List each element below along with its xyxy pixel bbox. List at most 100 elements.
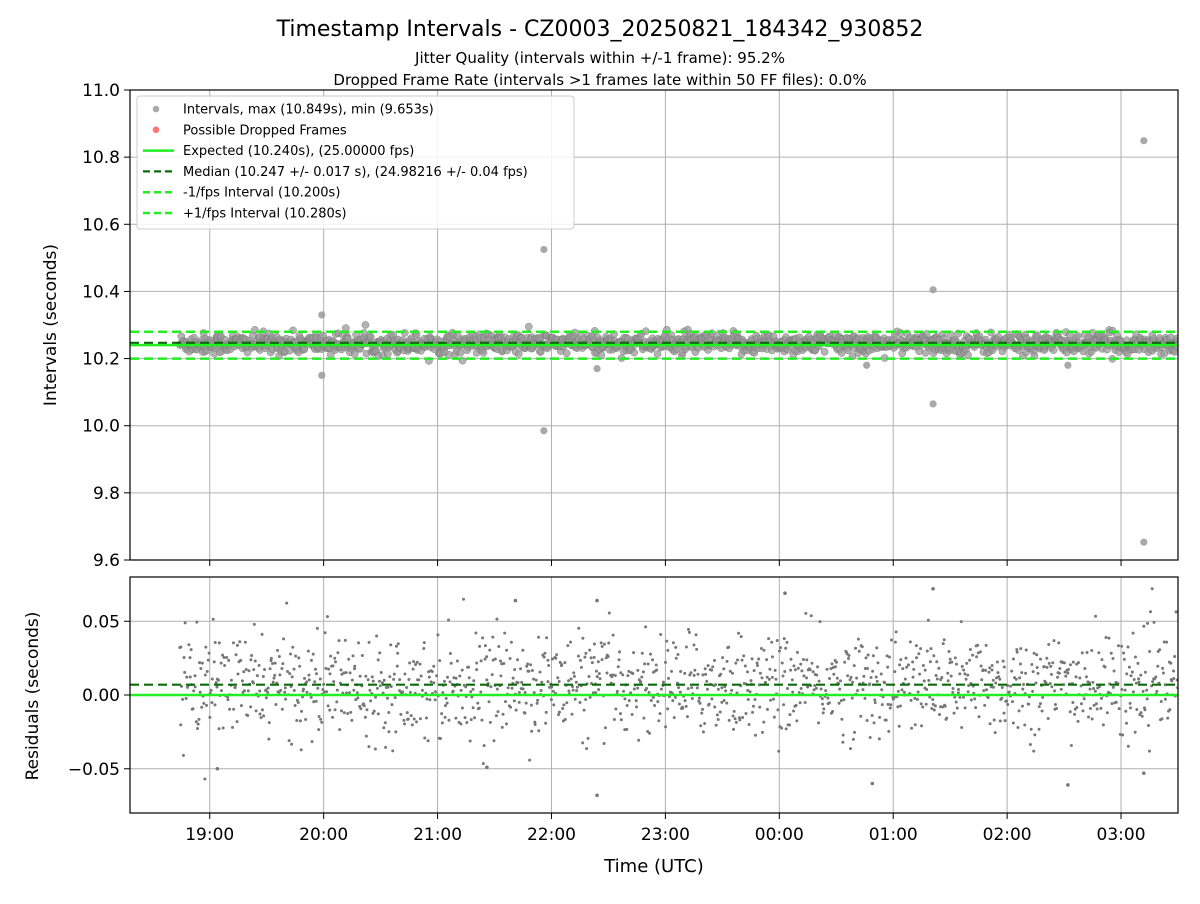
data-point <box>376 712 380 716</box>
data-point <box>255 674 259 678</box>
data-point <box>439 737 443 741</box>
data-point <box>963 672 967 676</box>
data-point <box>445 701 449 705</box>
data-point <box>1120 687 1124 691</box>
data-point <box>503 631 507 635</box>
data-point <box>1101 723 1105 727</box>
data-point <box>440 712 444 716</box>
data-point <box>198 690 202 694</box>
outlier-point <box>318 311 326 319</box>
outlier-point <box>1064 361 1072 369</box>
data-point <box>491 635 495 639</box>
data-point <box>785 640 789 644</box>
data-point <box>432 664 436 668</box>
data-point <box>188 656 192 660</box>
data-point <box>393 696 397 700</box>
data-point <box>181 697 185 701</box>
data-point <box>412 717 416 721</box>
data-point <box>409 714 413 718</box>
data-point <box>678 690 682 694</box>
data-point <box>581 741 585 745</box>
data-point <box>562 703 566 707</box>
data-point <box>840 717 844 721</box>
data-point <box>471 687 475 691</box>
data-point <box>1173 655 1177 659</box>
data-point <box>782 637 786 641</box>
bottom-ylabel: Residuals (seconds) <box>23 612 43 781</box>
data-point <box>666 648 670 652</box>
data-point <box>1103 665 1107 669</box>
data-point <box>235 643 239 647</box>
data-point <box>1068 663 1072 667</box>
data-point <box>1152 620 1156 624</box>
data-point <box>630 712 634 716</box>
data-point <box>828 676 832 680</box>
data-point <box>1099 706 1103 710</box>
data-point <box>1082 697 1086 701</box>
data-point <box>784 646 788 650</box>
data-point <box>849 675 853 679</box>
data-point <box>730 671 734 675</box>
data-point <box>1076 661 1080 665</box>
data-point <box>612 718 616 722</box>
data-point <box>963 706 967 710</box>
data-point <box>900 688 904 692</box>
data-point <box>953 656 957 660</box>
data-point <box>364 734 368 738</box>
data-point <box>714 683 718 687</box>
data-point <box>214 681 218 685</box>
data-point <box>293 703 297 707</box>
data-point <box>458 674 462 678</box>
data-point <box>966 673 970 677</box>
data-point <box>772 715 776 719</box>
data-point <box>266 690 270 694</box>
data-point <box>698 701 702 705</box>
data-point <box>563 717 567 721</box>
data-point <box>477 706 481 710</box>
data-point <box>246 714 250 718</box>
data-point <box>272 676 276 680</box>
data-point <box>354 698 358 702</box>
data-point <box>336 651 340 655</box>
data-point <box>873 698 877 702</box>
data-point <box>533 723 537 727</box>
data-point <box>893 670 897 674</box>
data-point <box>435 674 439 678</box>
data-point <box>920 724 924 728</box>
data-point <box>348 671 352 675</box>
data-point <box>1057 671 1061 675</box>
data-point <box>591 691 595 695</box>
data-point <box>210 701 214 705</box>
data-point <box>684 704 688 708</box>
data-point <box>671 699 675 703</box>
data-point <box>841 740 845 744</box>
data-point <box>583 655 587 659</box>
data-point <box>460 668 464 672</box>
data-point <box>820 347 829 356</box>
data-point <box>1081 709 1085 713</box>
data-point <box>993 731 997 735</box>
data-point <box>547 663 551 667</box>
data-point <box>561 706 565 710</box>
data-point <box>897 724 901 728</box>
data-point <box>419 674 423 678</box>
data-point <box>883 681 887 685</box>
data-point <box>1069 743 1073 747</box>
data-point <box>715 713 719 717</box>
data-point <box>1032 749 1036 753</box>
data-point <box>280 667 284 671</box>
data-point <box>489 685 493 689</box>
data-point <box>994 681 998 685</box>
data-point <box>441 691 445 695</box>
data-point <box>551 689 555 693</box>
data-point <box>805 658 809 662</box>
data-point <box>806 685 810 689</box>
data-point <box>756 664 760 668</box>
data-point <box>932 654 936 658</box>
data-point <box>184 697 188 701</box>
data-point <box>333 656 337 660</box>
data-point <box>203 777 207 781</box>
data-point <box>543 651 547 655</box>
x-tick-label: 02:00 <box>983 825 1032 845</box>
data-point <box>335 700 339 704</box>
